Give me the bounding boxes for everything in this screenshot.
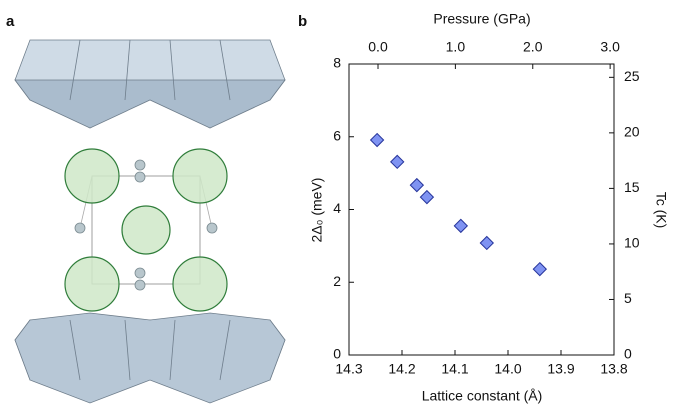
- x-axis-label: Lattice constant (Å): [422, 388, 543, 404]
- x2-tick-label: 1.0: [446, 39, 466, 55]
- y-tick-label: 6: [333, 127, 341, 143]
- y2-axis-label: Tc (K): [653, 192, 669, 229]
- x-tick-label: 13.9: [547, 361, 574, 377]
- y2-tick-label: 5: [624, 290, 632, 306]
- x-tick-label: 14.1: [441, 361, 468, 377]
- y2-tick-label: 25: [624, 68, 640, 84]
- x-tick-label: 13.8: [600, 361, 627, 377]
- x-tick-label: 14.0: [494, 361, 521, 377]
- data-point: [533, 263, 546, 276]
- y-tick-label: 0: [333, 346, 341, 362]
- y-tick-label: 2: [333, 273, 341, 289]
- x2-tick-label: 0.0: [368, 39, 388, 55]
- data-point: [391, 155, 404, 168]
- x-tick-label: 14.2: [388, 361, 415, 377]
- y2-tick-label: 20: [624, 124, 640, 140]
- panel-label: a: [6, 13, 15, 30]
- x-tick-label: 14.3: [335, 361, 362, 377]
- x2-axis-label: Pressure (GPa): [433, 11, 530, 27]
- data-point: [454, 219, 467, 232]
- y2-tick-label: 15: [624, 179, 640, 195]
- y-tick-label: 8: [333, 55, 341, 71]
- x2-tick-label: 3.0: [600, 39, 620, 55]
- data-point: [371, 134, 384, 147]
- y2-tick-label: 0: [624, 346, 632, 362]
- y-tick-label: 4: [333, 200, 341, 216]
- data-point: [480, 236, 493, 249]
- x2-tick-label: 2.0: [523, 39, 543, 55]
- data-point: [410, 179, 423, 192]
- plot-frame: [349, 64, 614, 355]
- illustration: [15, 40, 285, 403]
- data-point: [420, 191, 433, 204]
- panel-label: b: [298, 13, 307, 30]
- figure: a b Lattice constant (Å) Pressure (GPa) …: [0, 0, 689, 407]
- y2-tick-label: 10: [624, 235, 640, 251]
- y-axis-label: 2Δ₀ (meV): [309, 178, 325, 243]
